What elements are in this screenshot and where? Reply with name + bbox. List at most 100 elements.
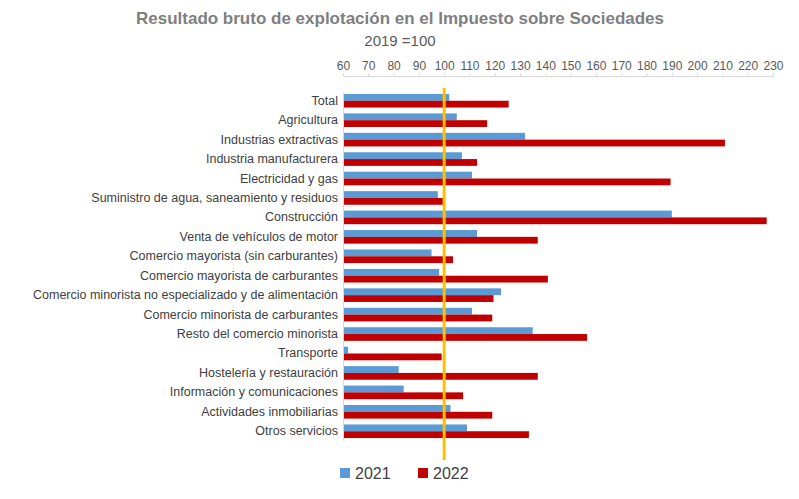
bar bbox=[343, 295, 494, 302]
legend-label: 2022 bbox=[433, 465, 469, 482]
tick-label: 170 bbox=[612, 59, 632, 73]
bar bbox=[343, 140, 725, 147]
tick-label: 90 bbox=[413, 59, 427, 73]
bar bbox=[343, 94, 449, 101]
bar bbox=[343, 288, 501, 295]
tick-label: Venta de vehículos de motor bbox=[180, 230, 338, 244]
tick: 130 bbox=[511, 59, 531, 76]
legend-label: 2021 bbox=[355, 465, 391, 482]
tick-mark bbox=[672, 73, 673, 76]
tick: 190 bbox=[662, 59, 682, 76]
tick: Electricidad y gas bbox=[240, 172, 343, 186]
tick-label: 110 bbox=[460, 59, 479, 73]
bar bbox=[343, 237, 538, 244]
legend: 2021 2022 bbox=[340, 465, 469, 482]
tick: Suministro de agua, saneamiento y residu… bbox=[91, 191, 343, 205]
bar bbox=[343, 373, 538, 380]
tick-label: 230 bbox=[763, 59, 783, 73]
tick: 90 bbox=[413, 59, 427, 76]
tick: 150 bbox=[561, 59, 581, 76]
tick-label: Resto del comercio minorista bbox=[177, 327, 338, 341]
tick: 80 bbox=[387, 59, 401, 76]
tick-mark bbox=[748, 73, 749, 76]
tick: 160 bbox=[586, 59, 606, 76]
tick: Transporte bbox=[278, 346, 343, 360]
tick-label: Industrias extractivas bbox=[221, 133, 338, 147]
tick: Otros servicios bbox=[255, 424, 343, 438]
tick-mark bbox=[520, 73, 521, 76]
bar bbox=[343, 334, 587, 341]
tick-label: Comercio minorista de carburantes bbox=[143, 308, 338, 322]
tick: Actividades inmobiliarias bbox=[201, 405, 343, 419]
tick: 120 bbox=[485, 59, 505, 76]
tick-label: 100 bbox=[435, 59, 455, 73]
bar bbox=[343, 327, 533, 334]
bar bbox=[343, 412, 492, 419]
tick-label: 150 bbox=[561, 59, 581, 73]
tick-mark bbox=[697, 73, 698, 76]
tick-label: Electricidad y gas bbox=[240, 172, 338, 186]
tick: 200 bbox=[688, 59, 708, 76]
bar bbox=[343, 133, 525, 140]
tick-label: 130 bbox=[511, 59, 531, 73]
tick-label: 140 bbox=[536, 59, 556, 73]
tick-label: Actividades inmobiliarias bbox=[201, 405, 338, 419]
tick-mark bbox=[469, 73, 470, 76]
bar bbox=[343, 217, 767, 224]
tick-mark bbox=[495, 73, 496, 76]
tick-mark bbox=[571, 73, 572, 76]
tick: 170 bbox=[612, 59, 632, 76]
tick: Industria manufacturera bbox=[206, 152, 343, 166]
legend-swatch bbox=[340, 468, 350, 478]
tick-label: Hostelería y restauración bbox=[199, 366, 338, 380]
tick-label: Transporte bbox=[278, 346, 338, 360]
tick-label: Comercio mayorista de carburantes bbox=[140, 269, 338, 283]
tick-mark bbox=[444, 73, 445, 76]
tick-label: 210 bbox=[713, 59, 733, 73]
bar bbox=[343, 113, 457, 120]
tick-mark bbox=[722, 73, 723, 76]
tick-label: Comercio mayorista (sin carburantes) bbox=[130, 249, 338, 263]
tick: Agricultura bbox=[278, 113, 343, 127]
tick-mark bbox=[545, 73, 546, 76]
subtitle: 2019 =100 bbox=[364, 32, 435, 49]
bar bbox=[343, 159, 477, 166]
tick: Comercio minorista no especializado y de… bbox=[33, 288, 343, 302]
chart: Resultado bruto de explotación en el Imp… bbox=[0, 0, 799, 499]
bar bbox=[343, 249, 432, 256]
tick-label: Información y comunicaciones bbox=[170, 385, 338, 399]
bar bbox=[343, 256, 453, 263]
tick: 180 bbox=[637, 59, 657, 76]
bar bbox=[343, 101, 509, 108]
tick: Comercio mayorista (sin carburantes) bbox=[130, 249, 343, 263]
tick-label: Suministro de agua, saneamiento y residu… bbox=[91, 191, 338, 205]
tick-label: 220 bbox=[738, 59, 758, 73]
tick: Industrias extractivas bbox=[221, 133, 343, 147]
tick-mark bbox=[394, 73, 395, 76]
legend-swatch bbox=[418, 468, 428, 478]
tick-mark bbox=[596, 73, 597, 76]
y-axis: Total Agricultura Industrias extractivas In… bbox=[33, 93, 344, 441]
tick: 100 bbox=[435, 59, 455, 76]
bar bbox=[343, 386, 404, 393]
tick-mark bbox=[368, 73, 369, 76]
tick-label: Agricultura bbox=[278, 113, 338, 127]
axis-line bbox=[344, 76, 774, 77]
tick-label: 120 bbox=[485, 59, 505, 73]
tick-label: 70 bbox=[362, 59, 376, 73]
bar bbox=[343, 405, 451, 412]
tick: Comercio minorista de carburantes bbox=[143, 308, 343, 322]
tick: 230 bbox=[763, 59, 783, 76]
tick-label: Total bbox=[312, 94, 338, 108]
tick-mark bbox=[773, 73, 774, 76]
title: Resultado bruto de explotación en el Imp… bbox=[136, 9, 664, 28]
x-axis: 6070809010011012013014015016017018019020… bbox=[337, 59, 784, 77]
tick: 110 bbox=[460, 59, 479, 76]
tick-label: 80 bbox=[387, 59, 401, 73]
tick: 70 bbox=[362, 59, 376, 76]
bar bbox=[343, 191, 438, 198]
tick-label: Construcción bbox=[265, 210, 338, 224]
tick: 220 bbox=[738, 59, 758, 76]
reference-line bbox=[443, 88, 446, 460]
tick-mark bbox=[343, 73, 344, 76]
